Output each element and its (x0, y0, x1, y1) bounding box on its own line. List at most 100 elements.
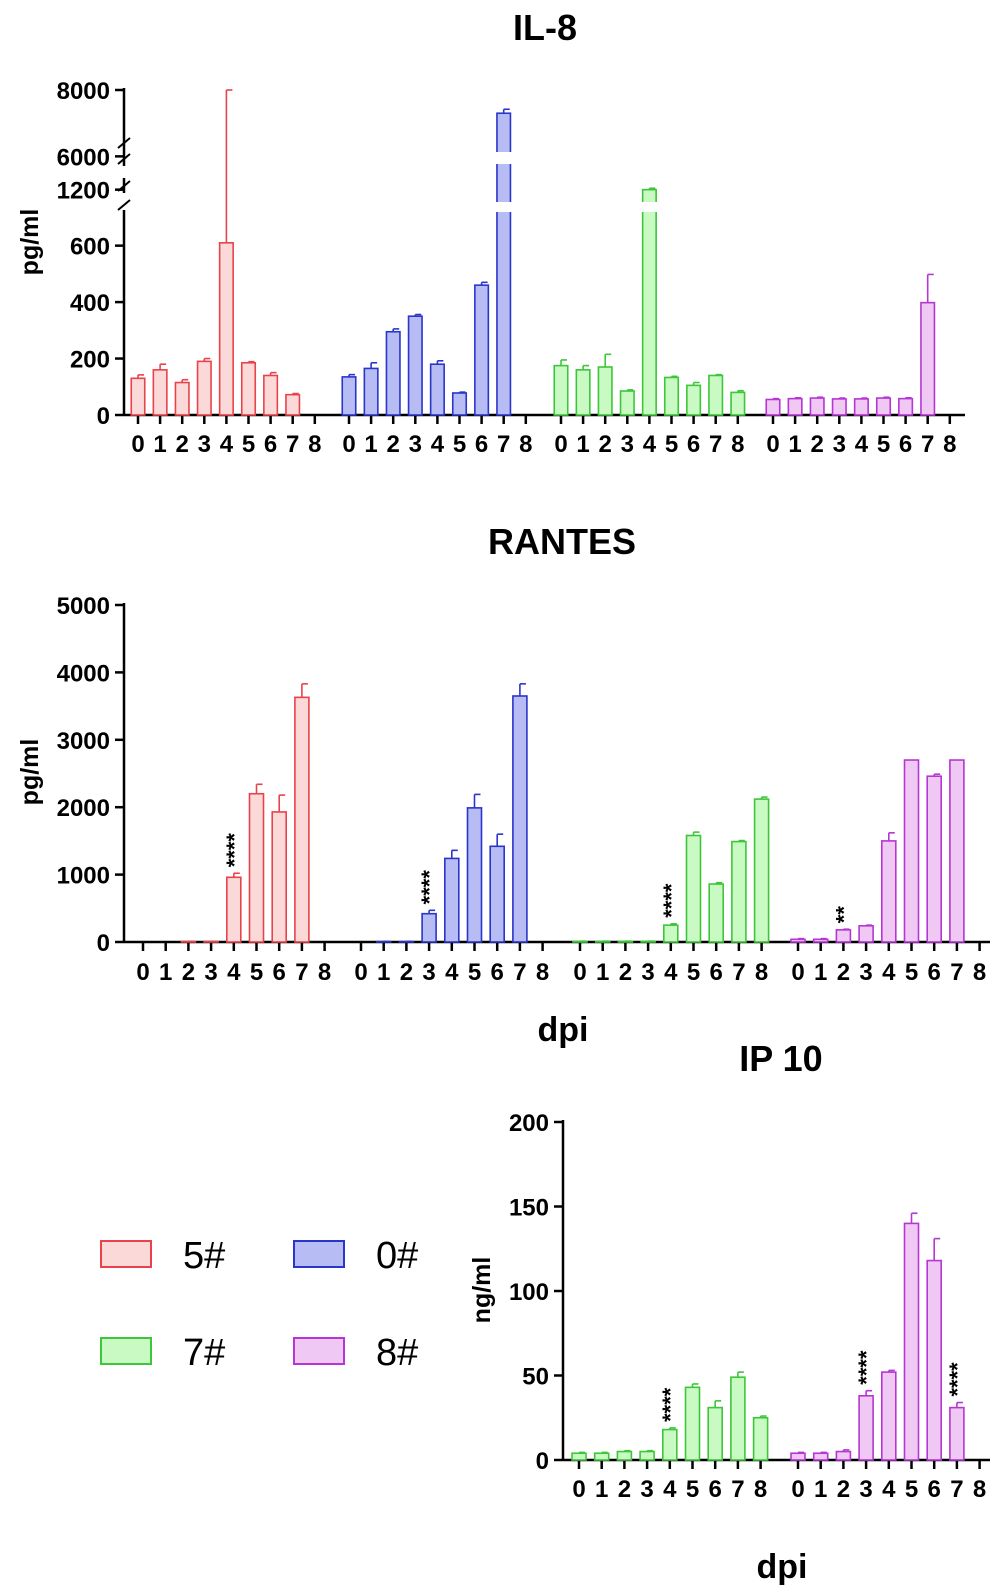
x-tick-label: 7 (295, 959, 308, 986)
x-tick-label: 6 (264, 431, 277, 458)
x-tick-label: 6 (928, 959, 941, 986)
x-tick-label: 0 (554, 431, 567, 458)
y-tick-label: 2000 (57, 795, 110, 822)
x-tick-label: 3 (409, 431, 422, 458)
bar (285, 393, 301, 416)
y-tick-label: 1200 (57, 178, 110, 205)
y-axis-break-mark (117, 137, 131, 149)
ip10-x-axis-label: dpi (757, 1548, 808, 1586)
y-tick-label: 6000 (57, 144, 110, 171)
x-tick-label: 0 (572, 1476, 585, 1503)
bar (686, 384, 702, 416)
x-tick-label: 5 (250, 959, 263, 986)
bar (809, 397, 825, 416)
bar (429, 363, 445, 416)
bar (752, 1416, 769, 1461)
x-tick-label: 1 (595, 1476, 608, 1503)
bar (790, 1452, 806, 1461)
bar (248, 792, 265, 943)
legend-label: 0# (376, 1235, 418, 1277)
x-tick-label: 4 (227, 959, 241, 986)
bar (363, 367, 379, 416)
x-tick-label: 3 (422, 959, 435, 986)
x-tick-label: 6 (899, 431, 912, 458)
legend-swatch (100, 1240, 152, 1268)
bar (597, 366, 613, 416)
bar (271, 811, 288, 943)
bar-break-gap (494, 152, 513, 164)
x-tick-label: 8 (973, 1476, 986, 1503)
bar (880, 1371, 897, 1461)
bar (130, 377, 146, 416)
x-tick-label: 0 (354, 959, 367, 986)
x-tick-label: 2 (837, 959, 850, 986)
bar (926, 775, 943, 943)
bar (730, 1376, 746, 1461)
series-group: 0 1 2 3 4 5 6 7 8 **** (354, 683, 549, 986)
bar (707, 1406, 724, 1461)
x-tick-label: 7 (497, 431, 510, 458)
x-tick-label: 7 (513, 959, 526, 986)
bar (765, 398, 781, 416)
y-tick-label: 3000 (57, 728, 110, 755)
x-tick-label: 4 (643, 431, 657, 458)
bar (753, 798, 770, 943)
x-tick-label: 8 (536, 959, 549, 986)
x-tick-label: 4 (445, 959, 459, 986)
bar (443, 857, 460, 943)
x-tick-label: 3 (640, 1476, 653, 1503)
bar (474, 284, 490, 416)
x-tick-label: 0 (766, 431, 779, 458)
x-tick-label: 7 (950, 959, 963, 986)
bar (619, 390, 635, 416)
x-tick-label: 8 (943, 431, 956, 458)
bar (661, 1428, 678, 1461)
rantes-title: RANTES (488, 521, 636, 562)
bar (858, 1394, 874, 1461)
y-tick-label: 600 (70, 234, 110, 261)
x-tick-label: 1 (377, 959, 390, 986)
x-tick-label: 2 (837, 1476, 850, 1503)
bar (639, 1450, 655, 1461)
bar (812, 1452, 829, 1461)
x-tick-label: 6 (928, 1476, 941, 1503)
y-tick-label: 8000 (57, 78, 110, 105)
y-tick-label: 4000 (57, 660, 110, 687)
x-tick-label: 7 (709, 431, 722, 458)
x-tick-label: 1 (576, 431, 589, 458)
bar (926, 1259, 943, 1461)
bar (294, 696, 310, 943)
x-tick-label: 1 (596, 959, 609, 986)
x-tick-label: 2 (619, 959, 632, 986)
y-tick-label: 0 (536, 1448, 549, 1475)
x-tick-label: 3 (833, 431, 846, 458)
legend-swatch (293, 1240, 345, 1268)
x-tick-label: 0 (791, 1476, 804, 1503)
legend-label: 7# (183, 1332, 225, 1374)
bar-break-gap (640, 202, 659, 212)
x-tick-label: 6 (491, 959, 504, 986)
bar (616, 1450, 633, 1461)
x-tick-label: 2 (182, 959, 195, 986)
x-tick-label: 2 (400, 959, 413, 986)
bar (174, 381, 190, 416)
bar (835, 1450, 852, 1461)
y-tick-label: 1000 (57, 863, 110, 890)
x-tick-label: 8 (755, 959, 768, 986)
series-group: 0 1 2 3 4 5 6 7 8 **** (572, 796, 770, 986)
y-tick-label: 200 (70, 347, 110, 374)
bar (853, 398, 869, 416)
x-tick-label: 1 (153, 431, 166, 458)
bar (466, 807, 483, 943)
x-tick-label: 7 (732, 959, 745, 986)
bar (731, 840, 747, 943)
bar (880, 840, 897, 943)
x-tick-label: 1 (788, 431, 801, 458)
ip10-y-axis-label: ng/ml (468, 1257, 496, 1324)
x-tick-label: 2 (387, 431, 400, 458)
